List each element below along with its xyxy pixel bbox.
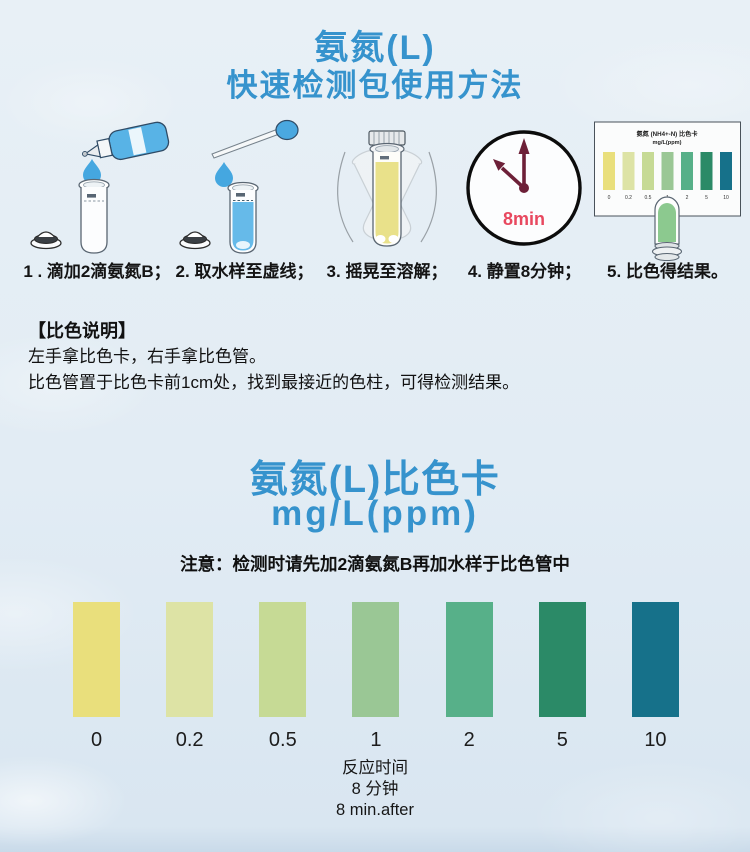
swatch-value-label: 2 [463,729,475,751]
reaction-time-line3: 8 min.after [336,801,414,819]
mini-swatch-label: 5 [705,195,708,201]
tube-cap-icon [30,231,62,250]
mini-swatch-label: 10 [723,195,729,201]
step-1: 1 . 滴加2滴氨氮B； [22,112,172,282]
mini-color-swatch-0.2 [622,152,635,190]
swatch-value-label: 0 [90,729,103,751]
color-swatch-1 [352,602,400,717]
drop-icon [83,159,101,184]
swatch-column: 0 [73,602,120,752]
step-2: 2. 取水样至虚线； [172,112,317,282]
colorimetric-instructions: 【比色说明】 左手拿比色卡，右手拿比色管。 比色管置于比色卡前1cm处，找到最接… [28,318,519,396]
step-3-label: 3. 摇晃至溶解； [326,262,448,281]
step-4-label: 4. 静置8分钟； [467,262,582,281]
mini-card-title-line1: 氨氮 (NH4+-N) 比色卡 [636,130,698,138]
color-swatch-0.2 [166,602,214,717]
water-sample-fill [232,202,254,251]
clock-time-label: 8min [503,209,545,229]
swatch-column: 2 [445,602,493,752]
mini-swatch-label: 0.5 [645,195,652,201]
mini-swatch-label: 2 [686,195,689,201]
dropper-bottle-icon [30,121,170,254]
mini-color-swatch-10 [720,152,732,190]
drop-icon [215,162,233,187]
colorimetric-heading: 【比色说明】 [28,321,136,341]
swatch-column: 10 [631,602,679,752]
mini-swatch-label: 0 [608,195,611,201]
step-1-label: 1 . 滴加2滴氨氮B； [23,262,171,281]
mini-color-swatch-5 [700,152,713,190]
swatch-value-label: 10 [644,729,667,751]
color-card-title-line2: mg/L(ppm) [271,494,479,533]
swatch-row: 0 0.2 0.5 1 2 5 10 [73,602,679,752]
color-swatch-0.5 [259,602,307,717]
colorimetric-line2: 比色管置于比色卡前1cm处，找到最接近的色柱，可得检测结果。 [28,373,520,392]
step-2-label: 2. 取水样至虚线； [175,262,314,281]
color-swatch-0 [73,602,120,717]
colorimetric-line1: 左手拿比色卡，右手拿比色管。 [28,347,266,366]
step-5-label: 5. 比色得结果。 [607,262,728,281]
color-card-title-line1: 氨氮(L)比色卡 [249,459,501,501]
swatch-column: 5 [538,602,586,752]
clock-icon: 8min [466,130,582,246]
mini-color-swatch-1 [661,152,674,190]
page-title-line1: 氨氮(L) [314,29,436,67]
swatch-value-label: 1 [370,729,382,751]
mini-color-swatch-0.5 [642,152,654,190]
color-swatch-10 [631,602,679,717]
steps-row: 1 . 滴加2滴氨氮B； 2. 取水样至虚线； [0,112,750,282]
color-swatch-5 [538,602,586,717]
reaction-time-line2: 8 分钟 [351,780,399,798]
page-title-line2: 快速检测包使用方法 [226,68,524,103]
shaking-tube-icon [337,130,437,247]
step-3: 3. 摇晃至溶解； [317,112,457,282]
swatch-column: 1 [352,602,400,752]
mini-card-title-line2: mg/L(ppm) [653,140,682,146]
result-sample-fill [658,203,676,242]
mini-swatch-label: 0.2 [625,195,632,201]
step-4: 8min 4. 静置8分钟； [457,112,592,282]
color-card-note: 注意：检测时请先加2滴氨氮B再加水样于比色管中 [180,554,570,574]
tube-cap-icon [179,231,211,250]
color-swatch-2 [445,602,493,717]
pipette-icon [179,119,299,254]
mini-color-swatch-2 [681,152,693,190]
swatch-value-label: 5 [556,729,568,751]
mini-color-swatch-0 [603,152,615,190]
reaction-time-block: 反应时间 8 分钟 8 min.after [0,758,750,821]
swatch-value-label: 0.5 [268,729,297,751]
reaction-time-line1: 反应时间 [342,759,408,777]
reagent-fill [375,162,399,244]
swatch-column: 0.2 [166,602,214,752]
swatch-column: 0.5 [259,602,307,752]
swatch-value-label: 0.2 [175,729,204,751]
